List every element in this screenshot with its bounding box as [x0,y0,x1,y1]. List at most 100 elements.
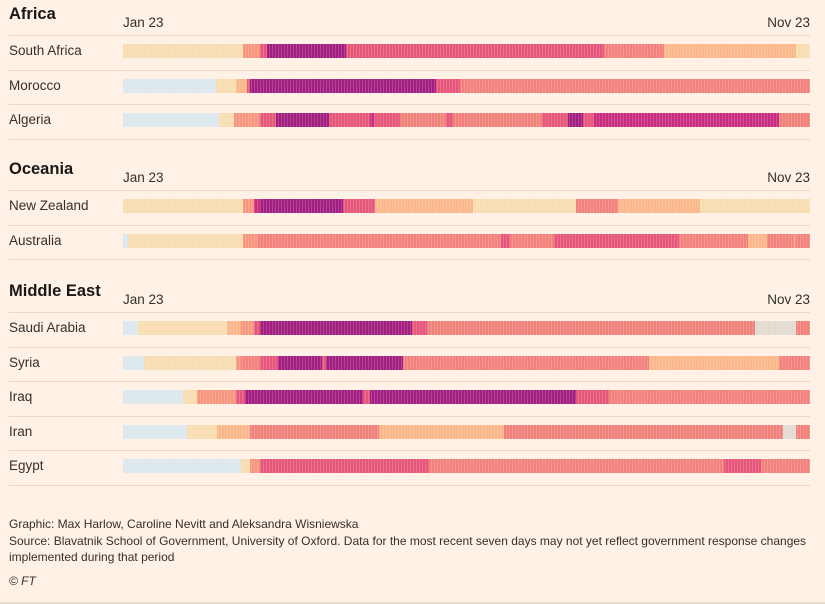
region-title-africa: Africa [9,5,56,23]
row-separator [9,346,810,348]
stringency-strip-syria [123,355,810,370]
stringency-segment-morocco-3 [247,78,250,93]
stringency-segment-new-zealand-6 [473,199,576,213]
country-label-australia: Australia [9,232,62,248]
stringency-segment-algeria-11 [542,113,568,127]
daily-tick-texture [125,459,810,473]
daily-tick-texture [125,78,810,93]
stringency-segment-iran-7 [796,424,810,439]
axis-start-label: Jan 23 [123,15,164,30]
stringency-segment-new-zealand-5 [375,199,473,213]
stringency-segment-saudi-arabia-6 [412,321,427,335]
stringency-segment-morocco-6 [460,78,810,93]
stringency-heatmap-chart: Africa Jan 23 Nov 23 South Africa Morocco Alg… [9,5,810,486]
stringency-segment-south-africa-4 [346,44,604,58]
country-label-iraq: Iraq [9,389,33,404]
stringency-segment-iraq-7 [576,390,609,404]
stringency-segment-new-zealand-2 [254,199,260,213]
stringency-segment-south-africa-3 [267,44,346,58]
stringency-strip-iraq [123,390,810,404]
daily-tick-texture [125,199,810,213]
stringency-segment-algeria-2 [234,113,260,127]
strip-svg-morocco [123,78,810,93]
stringency-segment-algeria-10 [453,113,542,127]
stringency-segment-egypt-3 [260,459,429,473]
stringency-segment-algeria-14 [594,113,779,127]
stringency-segment-algeria-15 [779,113,810,127]
stringency-segment-new-zealand-9 [700,199,810,213]
stringency-segment-algeria-13 [583,113,594,127]
country-label-morocco: Morocco [9,77,61,93]
stringency-segment-new-zealand-7 [576,199,618,213]
row-separator [9,104,810,105]
stringency-segment-australia-11 [796,233,810,248]
strip-svg-south-africa [123,44,810,58]
daily-tick-texture [125,355,810,370]
row-separator [9,484,810,486]
stringency-segment-saudi-arabia-4 [254,321,260,335]
axis-end-label: Nov 23 [767,292,810,307]
axis-end-label: Nov 23 [767,15,810,30]
stringency-segment-australia-4 [501,233,510,248]
stringency-segment-australia-10 [793,233,796,248]
stringency-segment-iran-1 [187,424,217,439]
stringency-segment-morocco-1 [216,78,236,93]
stringency-segment-algeria-4 [276,113,329,127]
stringency-segment-egypt-0 [123,459,241,473]
stringency-segment-syria-8 [403,355,649,370]
stringency-strip-morocco [123,78,810,93]
stringency-segment-south-africa-1 [243,44,260,58]
stringency-segment-saudi-arabia-5 [260,321,412,335]
stringency-segment-iraq-1 [183,390,197,404]
stringency-segment-saudi-arabia-8 [755,321,796,335]
strip-svg-iraq [123,390,810,404]
stringency-segment-morocco-0 [123,78,216,93]
stringency-segment-australia-5 [510,233,554,248]
stringency-segment-algeria-6 [370,113,374,127]
region-title-oceania: Oceania [9,160,74,178]
strip-svg-australia [123,233,810,248]
stringency-segment-syria-2 [236,355,241,370]
stringency-segment-saudi-arabia-0 [123,321,138,335]
stringency-segment-syria-7 [326,355,403,370]
stringency-segment-egypt-5 [724,459,761,473]
daily-tick-texture [125,113,810,127]
axis-end-label: Nov 23 [767,170,810,185]
row-separator [9,381,810,382]
strip-svg-iran [123,424,810,439]
stringency-segment-algeria-8 [400,113,446,127]
stringency-segment-algeria-7 [374,113,400,127]
stringency-strip-australia [123,233,810,248]
bottom-rule [0,602,825,604]
stringency-segment-iran-4 [379,424,504,439]
stringency-segment-saudi-arabia-9 [796,321,810,335]
stringency-segment-syria-0 [123,355,144,370]
country-label-saudi-arabia: Saudi Arabia [9,320,86,335]
row-separator [9,35,810,36]
stringency-segment-saudi-arabia-2 [227,321,241,335]
copyright: © FT [9,574,36,588]
stringency-segment-australia-1 [128,233,243,248]
region-title-middle-east: Middle East [9,282,101,300]
stringency-segment-morocco-5 [436,78,460,93]
stringency-segment-syria-5 [278,355,322,370]
stringency-segment-saudi-arabia-7 [427,321,755,335]
stringency-segment-iran-0 [123,424,187,439]
daily-tick-texture [125,44,810,58]
stringency-segment-iraq-3 [236,390,245,404]
stringency-segment-new-zealand-4 [343,199,375,213]
stringency-segment-syria-1 [144,355,236,370]
stringency-segment-new-zealand-3 [260,199,343,213]
stringency-segment-algeria-3 [260,113,276,127]
row-separator [9,259,810,260]
row-separator [9,450,810,451]
row-separator [9,138,810,140]
stringency-segment-syria-9 [649,355,779,370]
stringency-segment-algeria-0 [123,113,219,127]
stringency-strip-iran [123,424,810,439]
axis-start-label: Jan 23 [123,292,164,307]
country-label-iran: Iran [9,423,33,439]
strip-svg-new-zealand [123,199,810,213]
stringency-segment-new-zealand-1 [243,199,254,213]
stringency-segment-morocco-2 [236,78,247,93]
